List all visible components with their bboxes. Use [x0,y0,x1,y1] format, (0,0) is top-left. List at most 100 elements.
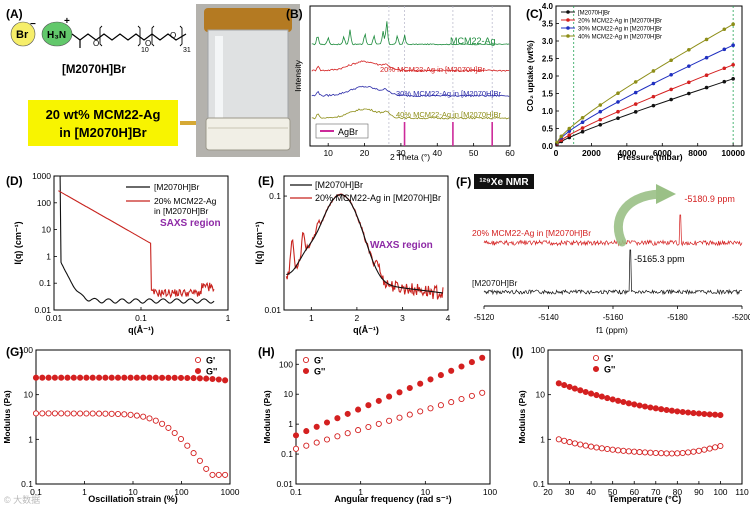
co2-point-2-14 [651,81,656,86]
panel-d: (D) 0.01 0.1 1 0.01 0.1 1 10 100 1000 [M2070H]Br… [6,171,231,335]
strain-gprime-point-12 [108,410,115,417]
panel-f-series [483,214,743,296]
waxs-xtick-label-1: 2 [355,313,360,323]
xrd-xtick-label-3: 40 [433,148,443,158]
panel-f-letter: (F) [456,175,471,189]
panel-e-legend: [M2070H]Br 20% MCM22-Ag in [M2070H]Br [290,180,441,203]
temp-gprime-point-21 [668,450,675,457]
panel-h-xlabel: Angular frequency (rad s⁻¹) [334,494,451,504]
strain-gdoubleprime-point-15 [127,374,134,381]
co2-xtick-label-0: 0 [554,148,559,158]
repeat-count-2: 31 [183,47,191,54]
panel-f-xlabel: f1 (ppm) [596,325,628,335]
co2-point-3-22 [722,27,727,32]
panel-d-xlabel: q(Å⁻¹) [128,325,154,335]
saxs-ytick-label-5: 1000 [32,171,51,181]
strain-gdoubleprime-point-23 [177,374,185,381]
temp-gdoubleprime-point-30 [717,412,724,419]
temp-ytick-label-2: 10 [536,390,546,400]
ether-oxygen-1: O [93,39,99,48]
strain-gprime-point-30 [222,471,229,478]
freq-ytick-label-3: 10 [284,389,294,399]
panel-g-ticks: 0.1 1 10 100 1000 0.1 1 10 100 [19,345,240,497]
watermark: © 大数据 [4,494,40,505]
panel-f-labels: 20% MCM22-Ag in [M2070H]Br [M2070H]Br -518… [472,194,735,288]
freq-gdoubleprime-point-18 [479,354,486,361]
strain-gprime-point-4 [58,410,65,417]
temp-gdoubleprime-point-25 [690,410,697,417]
co2-point-2-18 [687,64,691,68]
co2-point-0-8 [598,122,603,127]
freq-legend-label-0: G' [314,356,323,366]
temp-gdoubleprime-point-13 [625,400,632,407]
callout-line-2: in [M2070H]Br [59,125,146,140]
co2-ytick-label-1: 0.5 [542,125,554,134]
temp-xtick-label-7: 90 [694,487,704,497]
strain-xtick-label-0: 0.1 [30,487,42,497]
panel-i-series [555,380,724,457]
nmr-xtick-label-1: -5140 [538,313,559,322]
strain-gdoubleprime-point-20 [159,374,166,381]
panel-h-ylabel: Modulus (Pa) [262,390,272,444]
temp-gdoubleprime-point-21 [668,407,675,414]
co2-point-1-6 [580,126,585,130]
panel-b-ylabel: Intensity [293,59,303,91]
freq-gdoubleprime-point-4 [334,415,341,422]
freq-gprime-point-13 [427,405,434,412]
temp-gprime-point-0 [555,436,562,443]
freq-gdoubleprime-point-12 [417,380,424,387]
co2-series-line-3 [556,23,734,143]
temp-gprime-point-12 [620,447,627,454]
strain-gdoubleprime-point-25 [190,375,197,382]
co2-point-2-20 [704,55,709,60]
temp-gprime-point-1 [561,437,568,444]
temp-gprime-point-30 [717,442,724,450]
freq-ytick-label-0: 0.01 [276,479,293,489]
temp-gprime-point-24 [685,449,692,456]
polymer-chain-structure [71,33,187,41]
co2-xtick-label-5: 10000 [721,148,745,158]
waxs-xtick-label-3: 4 [446,313,451,323]
strain-legend-label-1: G'' [206,367,217,377]
saxs-xtick-label-0: 0.01 [46,313,63,323]
panel-i-ylabel: Modulus (Pa) [517,390,527,444]
strain-xtick-label-1: 1 [82,487,87,497]
temp-gprime-point-27 [701,446,708,453]
co2-ytick-label-0: 0.0 [542,142,554,151]
freq-gdoubleprime-point-7 [365,402,372,409]
temp-gdoubleprime-point-9 [604,395,611,402]
co2-ytick-label-2: 1.0 [542,107,554,116]
freq-legend-label-1: G'' [314,367,325,377]
temp-gdoubleprime-point-22 [674,408,681,415]
waxs-ytick-label-0: 0.01 [264,305,281,315]
temp-gprime-point-2 [566,439,573,446]
panel-d-series [58,175,215,304]
waxs-series-0 [286,194,444,294]
saxs-xtick-label-1: 0.1 [135,313,147,323]
co2-point-2-10 [616,100,620,104]
nmr-series-label-1: [M2070H]Br [472,278,518,288]
panel-e: (E) 1 2 3 4 0.01 0.1 [M2070H]Br 20% MCM22-Ag i… [254,174,451,335]
co2-xtick-label-4: 8000 [688,148,707,158]
repeat-bracket-1 [99,25,103,47]
panel-c-series [555,22,735,147]
temp-xtick-label-6: 80 [673,487,683,497]
xrd-series-label-0: MCM22-Ag [450,36,496,46]
co2-point-1-23 [731,63,735,67]
temp-gdoubleprime-point-6 [588,390,595,397]
temp-gprime-point-10 [609,446,616,453]
temp-gprime-point-26 [695,447,702,454]
xrd-series-3 [311,108,510,120]
temp-gprime-point-18 [652,449,659,457]
temp-gprime-point-17 [647,449,654,456]
temp-ytick-label-1: 1 [540,434,545,444]
strain-gprime-point-1 [39,410,46,417]
nmr-series-1 [483,249,743,296]
panel-c-legend: [M2070H]Br 20% MCM22-Ag in [M2070H]Br 30% … [561,10,662,41]
xrd-series-label-3: 40% MCM22-Ag in [M2070H]Br [396,110,502,119]
strain-gprime-point-15 [127,411,134,418]
panel-i-legend: G'G'' [592,354,615,375]
strain-gdoubleprime-point-17 [140,374,147,381]
freq-gdoubleprime-point-10 [396,389,403,396]
